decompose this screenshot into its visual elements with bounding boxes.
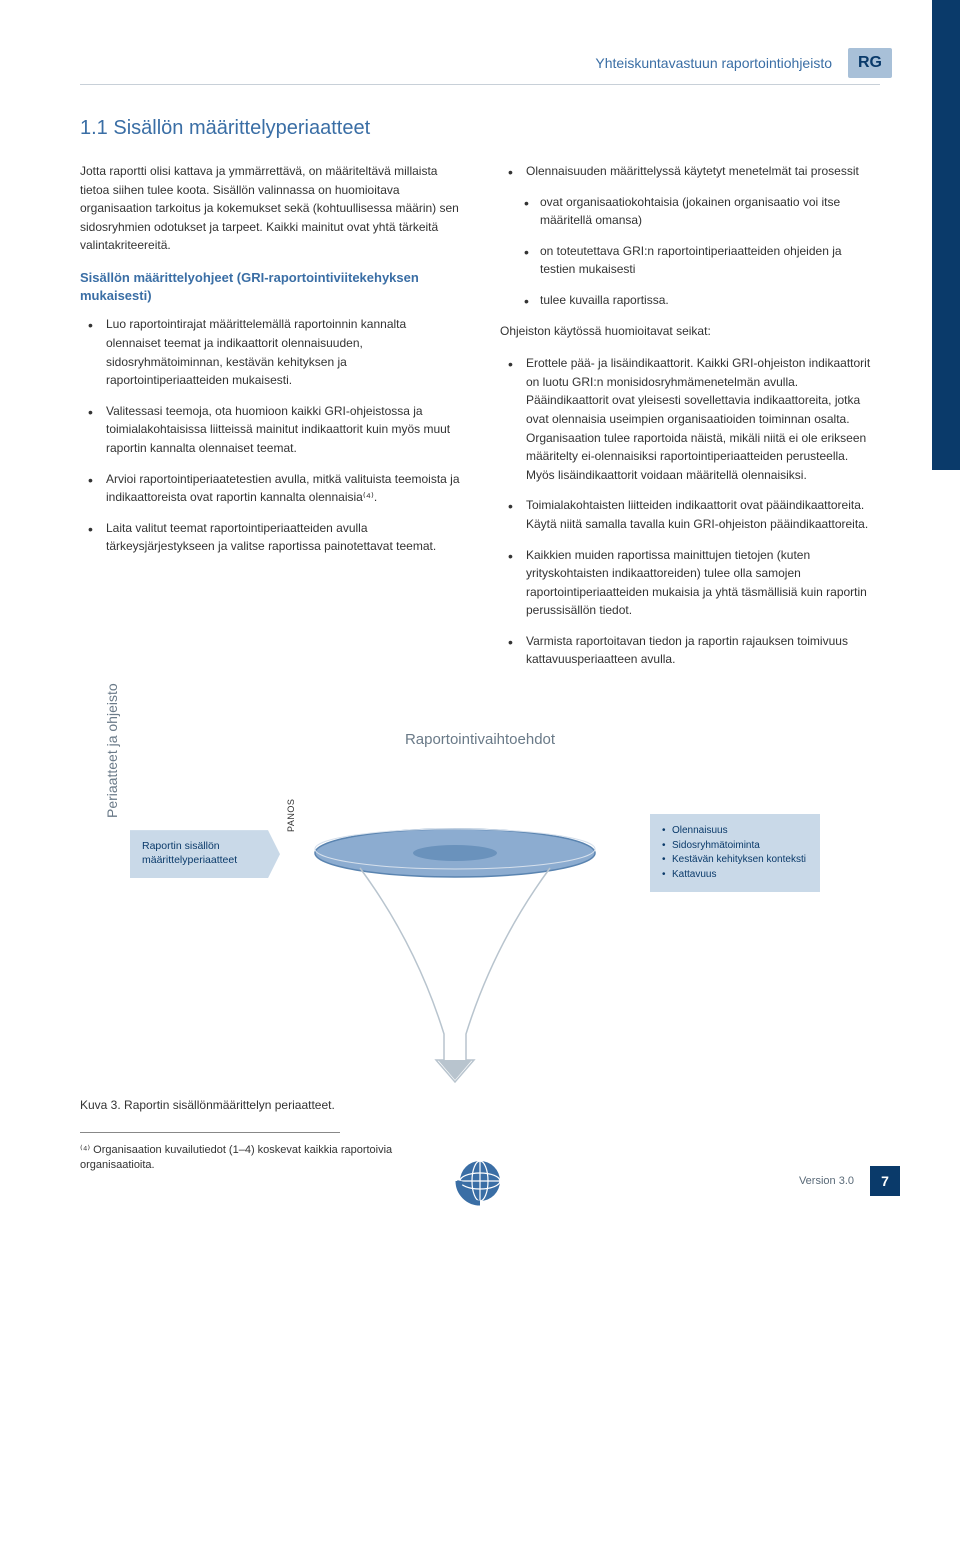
section-heading: 1.1 Sisällön määrittelyperiaatteet: [80, 117, 880, 140]
list-item: ovat organisaatiokohtaisia (jokainen org…: [500, 193, 880, 230]
list-item: Valitessasi teemoja, ota huomioon kaikki…: [80, 402, 460, 458]
left-column: Jotta raportti olisi kattava ja ymmärret…: [80, 162, 460, 681]
footnote-text: ⁽⁴⁾ Organisaation kuvailutiedot (1–4) ko…: [80, 1143, 400, 1174]
intro-paragraph: Jotta raportti olisi kattava ja ymmärret…: [80, 162, 460, 255]
output-item: Kestävän kehityksen konteksti: [662, 853, 808, 868]
globe-logo-icon: [455, 1156, 505, 1206]
list-item: Varmista raportoitavan tiedon ja raporti…: [500, 632, 880, 669]
list-item: Luo raportointirajat määrittelemällä rap…: [80, 315, 460, 389]
right-mid-text: Ohjeiston käytössä huomioitavat seikat:: [500, 322, 880, 341]
list-item: tulee kuvailla raportissa.: [500, 291, 880, 310]
panos-label: PANOS: [286, 799, 296, 832]
header-badge: RG: [848, 48, 892, 78]
figure-caption: Kuva 3. Raportin sisällönmäärittelyn per…: [80, 1098, 880, 1112]
page-header: Yhteiskuntavastuun raportointiohjeisto R…: [80, 48, 880, 85]
list-item: on toteutettava GRI:n raportointiperiaat…: [500, 242, 880, 279]
diagram-section: Raportointivaihtoehdot Periaatteet ja oh…: [80, 731, 880, 1048]
page-number: 7: [870, 1166, 900, 1196]
right-column: Olennaisuuden määrittelyssä käytetyt men…: [500, 162, 880, 681]
two-column-layout: Jotta raportti olisi kattava ja ymmärret…: [80, 162, 880, 681]
left-bullet-list: Luo raportointirajat määrittelemällä rap…: [80, 315, 460, 556]
output-box: Olennaisuus Sidosryhmätoiminta Kestävän …: [650, 814, 820, 892]
right-sub-list: ovat organisaatiokohtaisia (jokainen org…: [500, 193, 880, 310]
list-item: Toimialakohtaisten liitteiden indikaatto…: [500, 496, 880, 533]
footnote-divider: [80, 1132, 340, 1133]
output-item: Sidosryhmätoiminta: [662, 839, 808, 854]
right-bullet-list-2: Erottele pää- ja lisäindikaattorit. Kaik…: [500, 354, 880, 669]
subheading: Sisällön määrittelyohjeet (GRI-raportoin…: [80, 269, 460, 305]
list-item: Kaikkien muiden raportissa mainittujen t…: [500, 546, 880, 620]
output-item: Olennaisuus: [662, 824, 808, 839]
list-item: Laita valitut teemat raportointiperiaatt…: [80, 519, 460, 556]
version-label: Version 3.0: [799, 1175, 854, 1187]
funnel-shape: [356, 864, 554, 1084]
right-intro-list: Olennaisuuden määrittelyssä käytetyt men…: [500, 162, 880, 181]
infographic: Periaatteet ja ohjeisto Raportin sisällö…: [110, 768, 880, 1048]
output-item: Kattavuus: [662, 868, 808, 883]
page-footer: Version 3.0 7: [799, 1166, 900, 1196]
header-title: Yhteiskuntavastuun raportointiohjeisto: [595, 55, 832, 71]
input-arrow-box: Raportin sisällön määrittelyperiaatteet: [130, 830, 280, 878]
page-content: Yhteiskuntavastuun raportointiohjeisto R…: [0, 0, 960, 1222]
y-axis-label: Periaatteet ja ohjeisto: [104, 683, 120, 818]
diagram-title: Raportointivaihtoehdot: [80, 731, 880, 748]
list-item: Arvioi raportointiperiaatetestien avulla…: [80, 470, 460, 507]
list-item: Olennaisuuden määrittelyssä käytetyt men…: [500, 162, 880, 181]
list-item: Erottele pää- ja lisäindikaattorit. Kaik…: [500, 354, 880, 484]
